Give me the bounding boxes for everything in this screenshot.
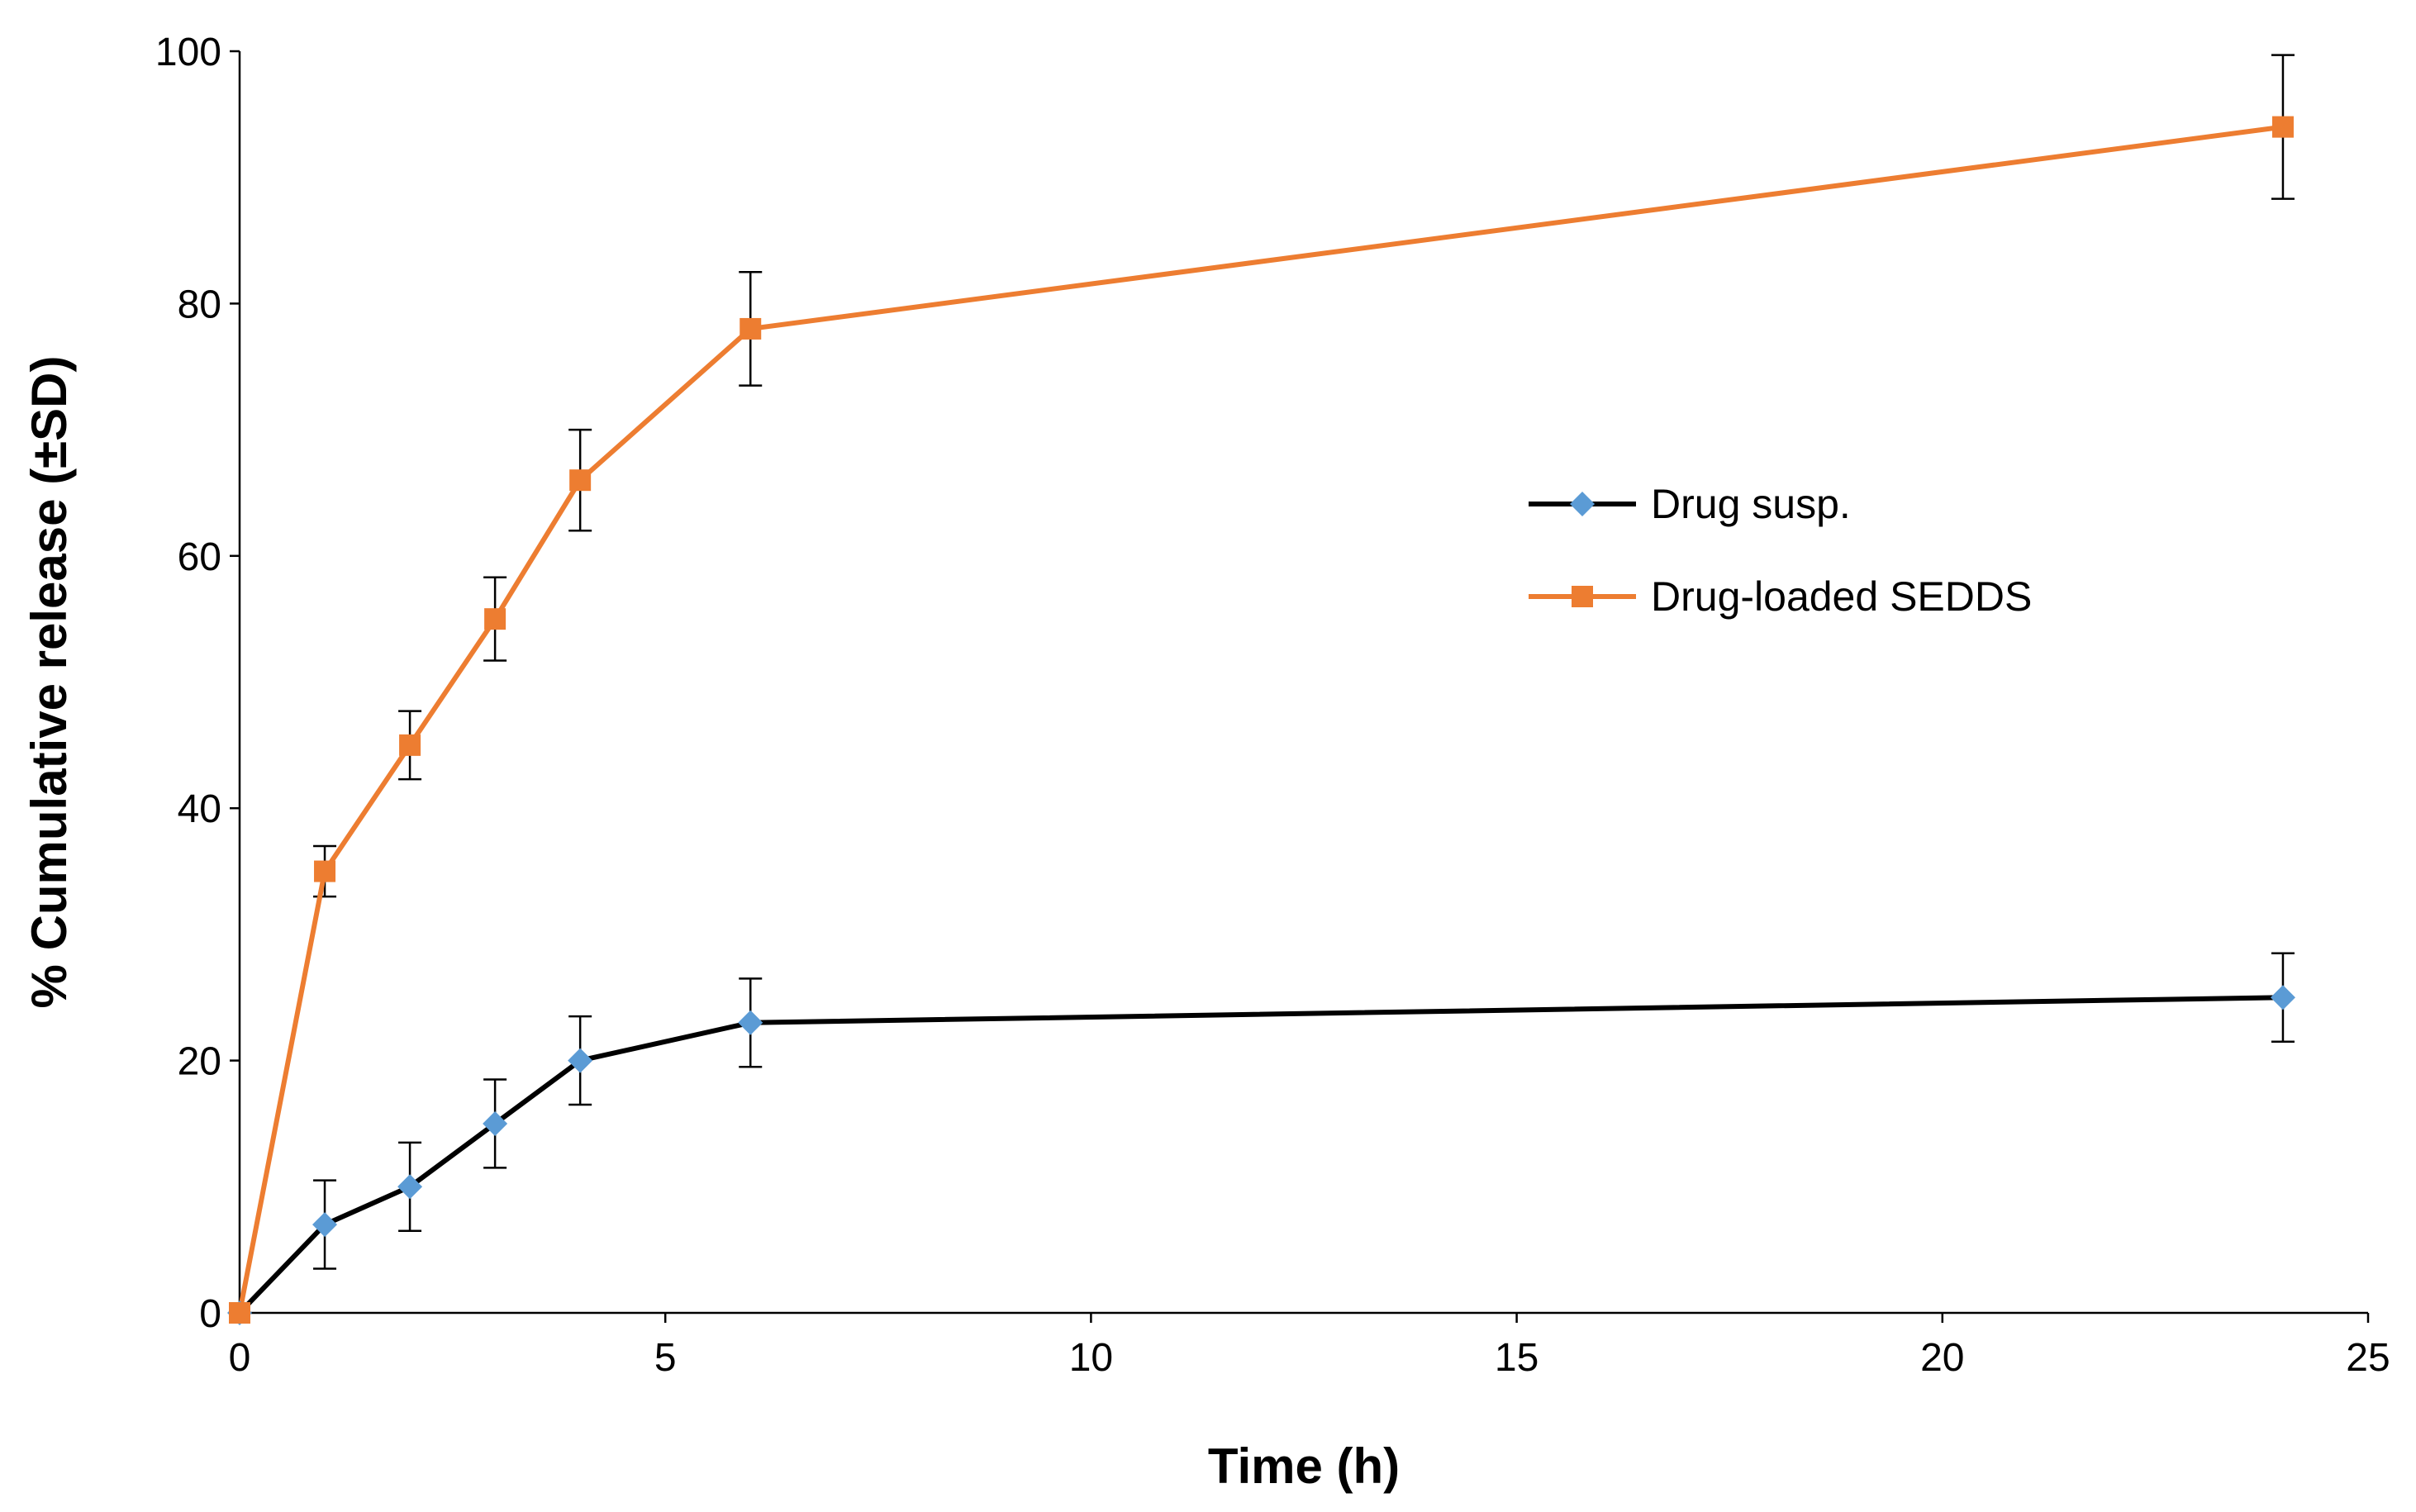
data-point-sedds [399,734,421,756]
y-tick-label: 40 [178,787,221,831]
series-lines [237,124,2284,1315]
x-tick-label: 20 [1920,1336,1964,1380]
data-point-drug-susp [2270,985,2295,1010]
y-tick-label: 100 [155,31,221,74]
x-tick-label: 10 [1069,1336,1113,1380]
series-markers [227,116,2295,1325]
data-point-sedds [484,608,507,630]
data-point-drug-susp [483,1110,508,1136]
x-tick-label: 5 [654,1336,677,1380]
series-line-sedds [237,124,2284,1314]
y-tick-label: 60 [178,535,221,579]
data-point-sedds [569,469,592,492]
error-bars [313,54,2295,1270]
y-tick-label: 0 [199,1292,221,1336]
y-tick-label: 80 [178,283,221,326]
data-point-sedds [740,317,762,340]
legend-marker-drug-susp [1570,492,1595,516]
x-tick-label: 25 [2346,1336,2390,1380]
data-point-sedds [229,1302,250,1324]
series-line-drug-susp [237,995,2284,1315]
data-point-sedds [2271,116,2294,138]
data-point-drug-susp [312,1212,338,1238]
legend: Drug susp. Drug-loaded SEDDS [1529,481,2032,620]
legend-label-drug-susp: Drug susp. [1651,481,1851,527]
data-point-drug-susp [738,1010,763,1035]
x-tick-label: 15 [1495,1336,1539,1380]
x-tick-label: 0 [229,1336,251,1380]
axes: 0 20 40 60 80 100 0 5 10 15 20 25 [155,31,2390,1380]
data-point-drug-susp [397,1174,423,1200]
legend-marker-sedds [1572,586,1593,607]
data-point-sedds [314,860,336,882]
data-point-drug-susp [568,1048,593,1073]
x-axis-title: Time (h) [1208,1438,1400,1494]
legend-label-sedds: Drug-loaded SEDDS [1651,573,2032,620]
y-axis-title: % Cumulative release (±SD) [21,356,77,1009]
y-tick-label: 20 [178,1040,221,1084]
